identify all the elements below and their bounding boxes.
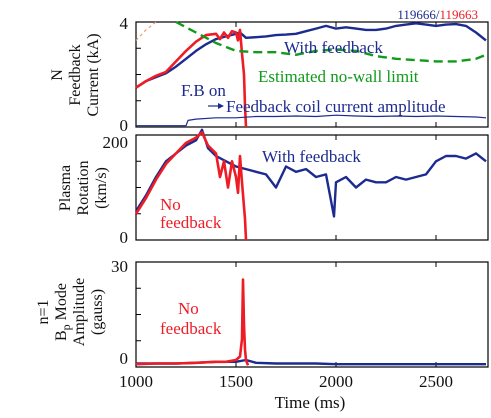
x-tick-label-1500: 1500 [219,372,253,391]
panel-middle-ylabel-line2: Rotation [75,160,92,215]
panel-0-series-0-with-feedback [135,22,487,89]
x-tick-label-2000: 2000 [319,372,353,391]
panel-bottom-ylabel-line2: Bp Mode [53,283,73,341]
panel-0-series-3-feedback-coil-current-amplitude [136,114,487,127]
panel-middle-ylabel-line3: (km/s) [93,167,110,209]
shot-numbers: 119666/119663 [397,7,478,22]
annotation-no-feedback-bottom-line1: No [178,299,199,318]
annotation-with-feedback-middle: With feedback [262,147,361,166]
panel-bottom-ytick-min: 0 [120,349,129,368]
panel-bottom-ylabel-line3: Amplitude [71,278,88,346]
x-tick-label-2500: 2500 [419,372,453,391]
x-axis-label: Time (ms) [275,393,346,412]
annotation-no-feedback-middle-line1: No [160,195,181,214]
panel-bottom-plot [135,262,486,367]
panel-2-series-1-no-feedback [135,278,250,366]
panel-bottom-ylabel-line4: (gauss) [89,289,106,335]
panel-bottom-ylabel-line1: n=1 [35,299,52,324]
annotation-with-feedback-top: With feedback [284,38,383,57]
x-axis: 1000 1500 2000 2500 [119,372,453,391]
panel-top-ylabel-line2: Feedback [67,44,84,105]
panel-top-ylabel-line3: Current (kA) [85,33,102,116]
panel-1-series-0-with-feedback [134,128,487,218]
panel-bottom-ytick-max: 30 [111,257,128,276]
shot-number-b: 119663 [439,7,478,22]
panel-bottom: 30 0 n=1 Bp Mode Amplitude (gauss) No fe… [35,257,489,368]
annotation-no-wall-limit: Estimated no-wall limit [258,67,419,86]
annotation-coil-current: Feedback coil current amplitude [226,97,446,116]
annotation-no-feedback-bottom-line2: feedback [160,319,222,338]
shot-separator: / [436,7,440,22]
panel-top: 4 0 N Feedback Current (kA) With feedbac… [49,14,489,135]
panel-middle-ytick-min: 0 [120,228,129,247]
panel-top-ytick-max: 4 [120,14,129,33]
panel-middle: 200 0 Plasma Rotation (km/s) With feedba… [57,128,489,247]
panel-top-early-trace [135,21,157,41]
panel-top-ylabel-line1: N [49,69,66,81]
x-tick-label-1000: 1000 [119,372,153,391]
panel-middle-ylabel-line1: Plasma [57,165,74,211]
panel-1-series-1-no-feedback [134,131,248,241]
panel-top-ytick-min: 0 [120,116,129,135]
fb-on-arrow-head [218,103,224,109]
fb-on-arrow [208,103,224,109]
annotation-fb-on: F.B on [181,81,226,100]
panel-middle-plot [134,128,487,241]
panel-top-plot [135,20,487,128]
panel-middle-ytick-max: 200 [103,133,129,152]
panel-0-series-2-estimated-no-wall-limit [175,20,487,63]
panel-0-series-1-no-feedback [135,28,248,128]
shot-number-a: 119666 [397,7,436,22]
annotation-no-feedback-middle-line2: feedback [160,213,222,232]
